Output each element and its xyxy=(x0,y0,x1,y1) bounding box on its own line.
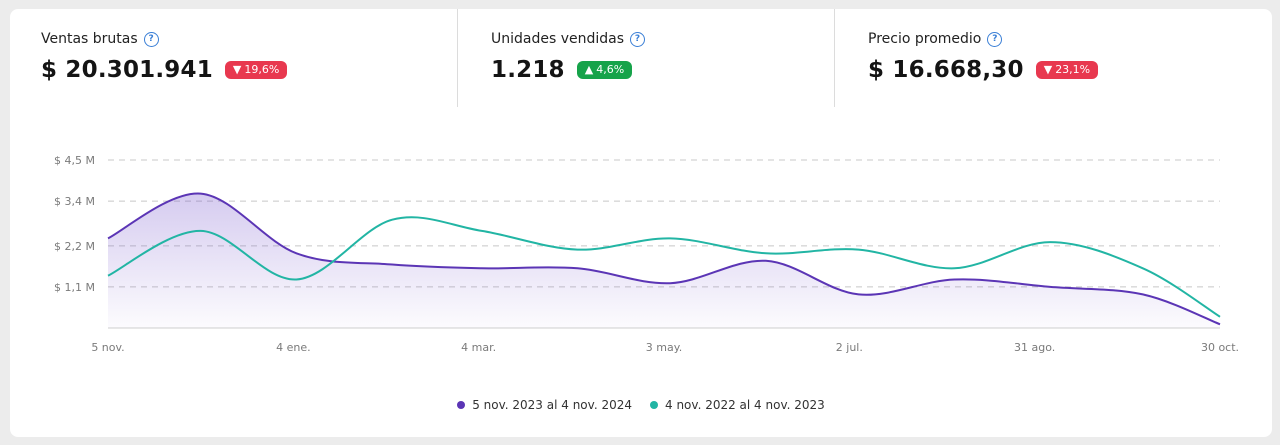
x-tick-label: 4 ene. xyxy=(276,341,311,354)
series-area-current xyxy=(108,193,1220,328)
metric-value: 1.218 xyxy=(491,57,565,83)
metric-unidades-vendidas: Unidades vendidas ? 1.218 ▲ 4,6% xyxy=(458,9,834,107)
metric-precio-promedio: Precio promedio ? $ 16.668,30 ▼ 23,1% xyxy=(835,9,1272,107)
metric-value: $ 20.301.941 xyxy=(41,57,213,83)
legend-item-previous[interactable]: 4 nov. 2022 al 4 nov. 2023 xyxy=(650,398,825,412)
metric-label: Precio promedio xyxy=(868,31,982,47)
change-badge: ▼ 19,6% xyxy=(224,61,288,79)
y-tick-label: $ 4,5 M xyxy=(54,154,95,167)
legend-dot xyxy=(650,401,658,409)
dashboard-card: Ventas brutas ? $ 20.301.941 ▼ 19,6% Uni… xyxy=(10,9,1272,437)
change-badge: ▼ 23,1% xyxy=(1035,61,1099,79)
help-circle-icon[interactable]: ? xyxy=(987,31,1003,47)
y-tick-label: $ 2,2 M xyxy=(54,240,95,253)
x-tick-label: 31 ago. xyxy=(1014,341,1055,354)
series-line-current[interactable] xyxy=(107,192,1221,326)
metric-label: Ventas brutas xyxy=(41,31,138,47)
x-tick-label: 5 nov. xyxy=(91,341,124,354)
y-tick-label: $ 1,1 M xyxy=(54,281,95,294)
sales-line-chart: $ 1,1 M $ 2,2 M $ 3,4 M $ 4,5 M 5 nov. 4 ene.… xyxy=(54,154,1239,354)
x-tick-label: 2 jul. xyxy=(836,341,863,354)
metric-value: $ 16.668,30 xyxy=(868,57,1024,83)
x-tick-label: 30 oct. xyxy=(1201,341,1239,354)
chart-legend: 5 nov. 2023 al 4 nov. 2024 4 nov. 2022 a… xyxy=(10,398,1272,412)
change-badge: ▲ 4,6% xyxy=(576,61,633,79)
metric-label: Unidades vendidas xyxy=(491,31,625,47)
metric-divider xyxy=(834,9,835,107)
help-circle-icon[interactable]: ? xyxy=(143,31,159,47)
legend-item-current[interactable]: 5 nov. 2023 al 4 nov. 2024 xyxy=(457,398,632,412)
y-tick-label: $ 3,4 M xyxy=(54,195,95,208)
metric-ventas-brutas: Ventas brutas ? $ 20.301.941 ▼ 19,6% xyxy=(10,9,457,107)
legend-dot xyxy=(457,401,466,409)
x-tick-label: 4 mar. xyxy=(461,341,496,354)
x-tick-label: 3 may. xyxy=(646,341,682,354)
metric-divider xyxy=(457,9,458,107)
series-line-previous[interactable] xyxy=(107,216,1221,318)
triangle-up-icon: ▲ xyxy=(584,63,594,76)
triangle-down-icon: ▼ xyxy=(1043,63,1053,76)
metrics-row: Ventas brutas ? $ 20.301.941 ▼ 19,6% Uni… xyxy=(10,9,1272,107)
help-circle-icon[interactable]: ? xyxy=(630,31,646,47)
triangle-down-icon: ▼ xyxy=(232,63,242,76)
